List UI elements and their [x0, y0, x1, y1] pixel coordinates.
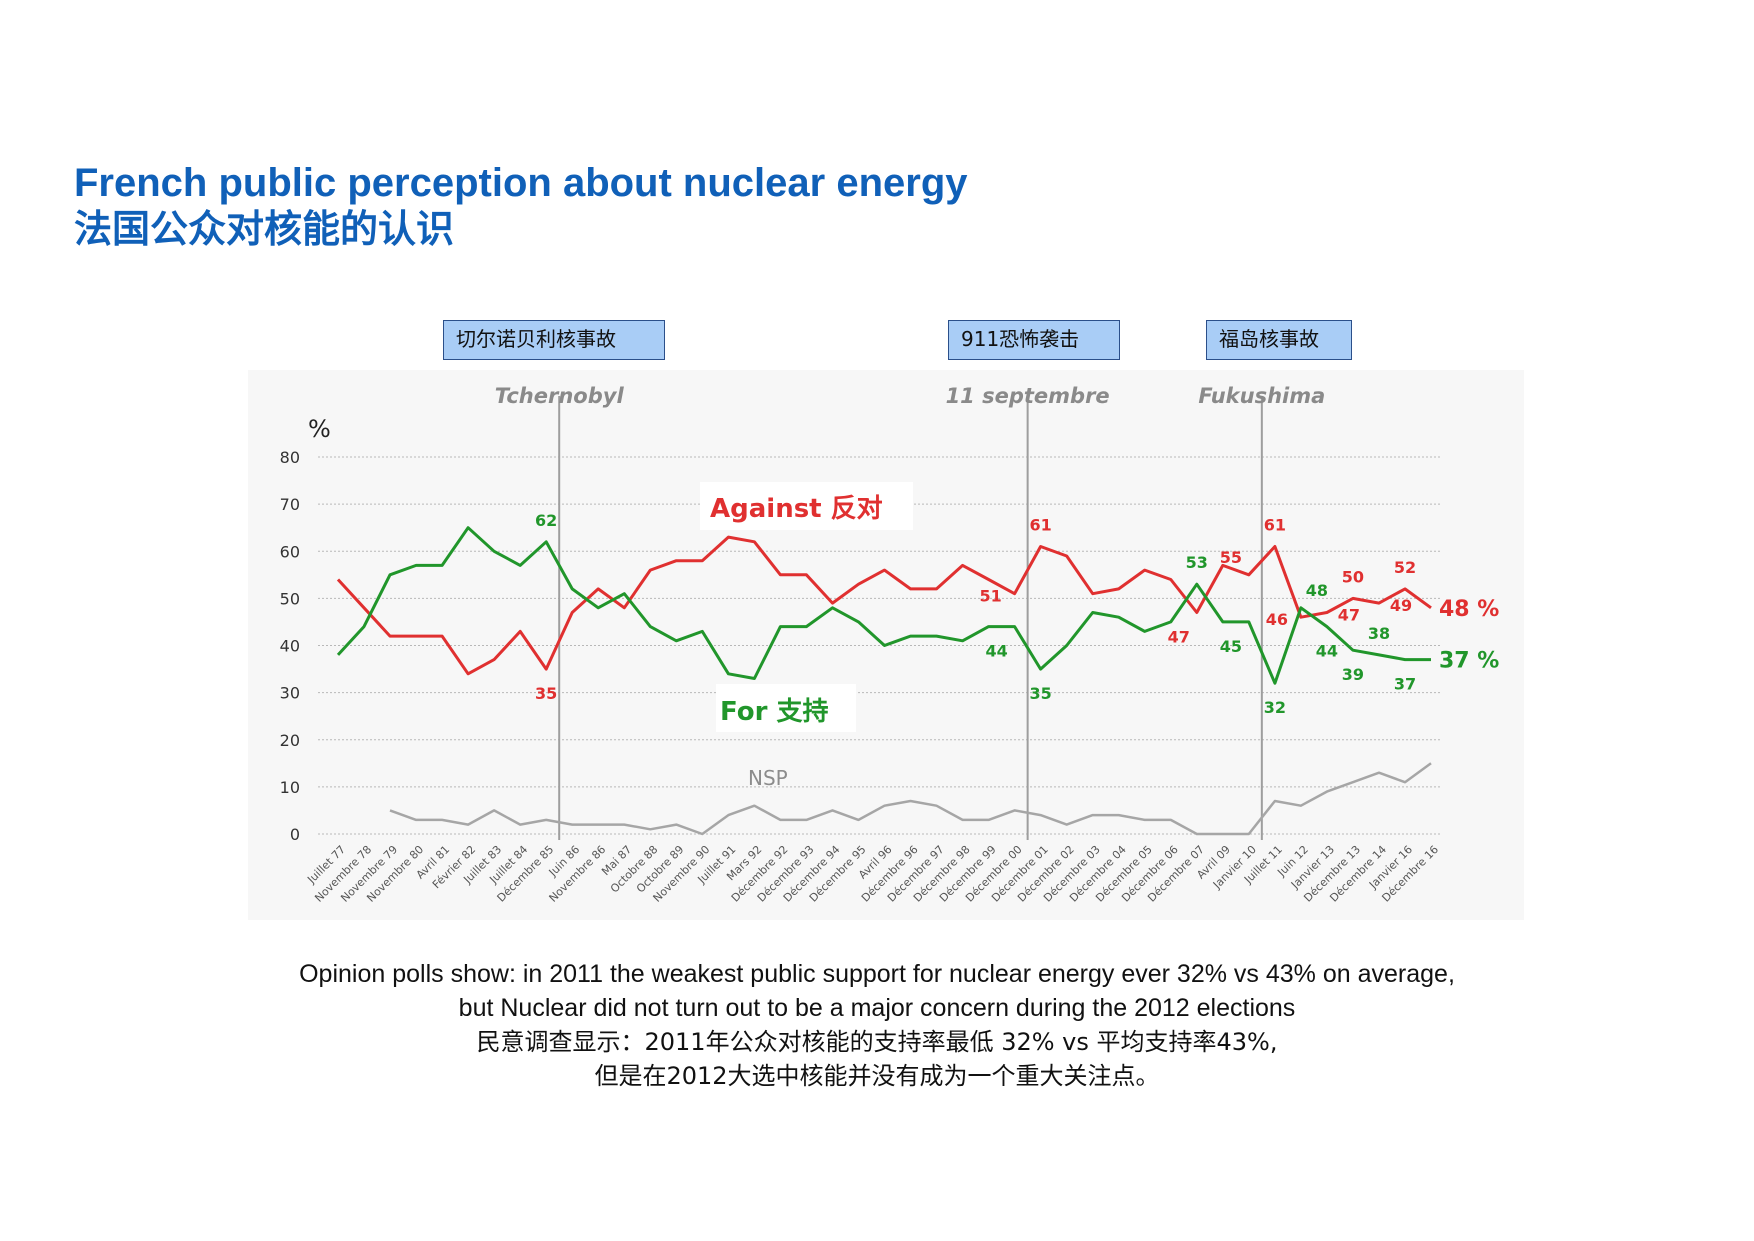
- event-line-label: Fukushima: [1198, 384, 1325, 408]
- data-label: 61: [1030, 516, 1052, 535]
- data-label: 44: [985, 642, 1007, 661]
- data-label: 61: [1264, 516, 1286, 535]
- page-title: French public perception about nuclear e…: [74, 161, 968, 205]
- event-line-label: Tchernobyl: [495, 384, 625, 408]
- data-label: 46: [1266, 610, 1288, 629]
- y-tick-label: 60: [280, 542, 300, 561]
- data-label: 45: [1220, 637, 1242, 656]
- event-label-911: 911恐怖袭击: [948, 320, 1120, 360]
- y-tick-label: 50: [280, 589, 300, 608]
- y-axis-label: %: [308, 415, 331, 443]
- data-label: 52: [1394, 558, 1416, 577]
- y-tick-label: 70: [280, 495, 300, 514]
- caption-line-2: but Nuclear did not turn out to be a maj…: [458, 994, 1296, 1022]
- data-label: 37: [1394, 675, 1416, 694]
- data-label: 35: [1030, 684, 1052, 703]
- series-line-0: [336, 535, 1432, 676]
- data-label: 48: [1306, 581, 1328, 600]
- series-lines: 48 % 37 %: [336, 526, 1499, 836]
- caption-line-4: 但是在2012大选中核能并没有成为一个重大关注点。: [594, 1062, 1160, 1090]
- data-label: 47: [1338, 606, 1360, 625]
- data-label: 38: [1368, 624, 1390, 643]
- y-tick-label: 0: [290, 825, 300, 844]
- event-label-fukushima: 福岛核事故: [1206, 320, 1352, 360]
- series-end-label: 48 %: [1439, 597, 1499, 622]
- series-line-1: [336, 526, 1431, 685]
- event-lines: Tchernobyl 11 septembre Fukushima: [495, 384, 1325, 840]
- data-label: 47: [1168, 628, 1190, 647]
- against-callout-box: [700, 482, 913, 530]
- against-callout: Against 反对: [710, 494, 883, 524]
- data-label: 62: [535, 511, 557, 530]
- data-label: 51: [979, 587, 1001, 606]
- data-label: 44: [1316, 642, 1338, 661]
- y-tick-label: 80: [280, 448, 300, 467]
- caption-line-1: Opinion polls show: in 2011 the weakest …: [299, 960, 1455, 988]
- line-chart: Tchernobyl 11 septembre Fukushima 0 10 20 30 4…: [248, 370, 1524, 920]
- data-label: 50: [1342, 567, 1364, 586]
- data-label: 49: [1390, 596, 1412, 615]
- nsp-callout: NSP: [748, 766, 788, 790]
- event-line-label: 11 septembre: [946, 384, 1110, 408]
- y-tick-label: 30: [280, 684, 300, 703]
- y-tick-labels: 0 10 20 30 40 50 60 70 80: [280, 448, 300, 844]
- data-labels: 6235516144355347554561324648444739504938…: [535, 511, 1416, 717]
- caption: Opinion polls show: in 2011 the weakest …: [0, 957, 1754, 1093]
- for-callout: For 支持: [720, 697, 828, 727]
- data-label: 39: [1342, 665, 1364, 684]
- series-line-2: [389, 762, 1432, 836]
- caption-line-3: 民意调查显示：2011年公众对核能的支持率最低 32% vs 平均支持率43%,: [476, 1028, 1278, 1056]
- y-tick-label: 10: [280, 778, 300, 797]
- data-label: 55: [1220, 548, 1242, 567]
- data-label: 53: [1186, 553, 1208, 572]
- event-label-chernobyl: 切尔诺贝利核事故: [443, 320, 665, 360]
- page-subtitle: 法国公众对核能的认识: [74, 207, 455, 251]
- data-label: 32: [1264, 698, 1286, 717]
- series-end-label: 37 %: [1439, 649, 1499, 674]
- y-tick-label: 20: [280, 731, 300, 750]
- for-callout-box: [716, 684, 856, 732]
- y-tick-label: 40: [280, 637, 300, 656]
- data-label: 35: [535, 684, 557, 703]
